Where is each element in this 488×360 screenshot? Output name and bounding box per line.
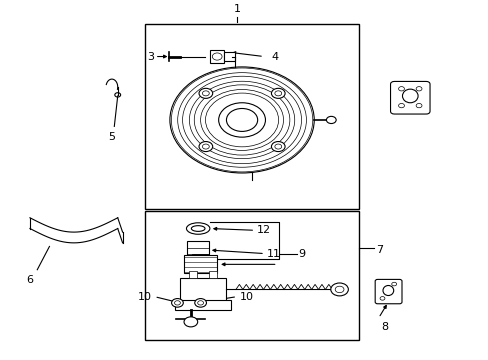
- Text: 7: 7: [375, 245, 383, 255]
- Circle shape: [199, 88, 212, 98]
- Text: 10: 10: [138, 292, 152, 302]
- Bar: [175, 300, 231, 310]
- Circle shape: [326, 116, 335, 123]
- Ellipse shape: [186, 223, 209, 234]
- Circle shape: [194, 298, 206, 307]
- Bar: [144, 211, 358, 339]
- Bar: [210, 50, 224, 63]
- FancyBboxPatch shape: [390, 81, 429, 114]
- Bar: [189, 271, 197, 278]
- Bar: [183, 255, 217, 273]
- Text: 4: 4: [271, 51, 278, 62]
- Text: 12: 12: [256, 225, 270, 235]
- Circle shape: [169, 67, 314, 173]
- Bar: [144, 24, 358, 209]
- Circle shape: [271, 88, 285, 98]
- Bar: [224, 52, 234, 61]
- Bar: [208, 271, 216, 278]
- Circle shape: [199, 141, 212, 152]
- Text: 11: 11: [266, 249, 280, 258]
- FancyBboxPatch shape: [374, 279, 401, 304]
- Bar: [187, 241, 208, 259]
- Circle shape: [183, 317, 197, 327]
- Circle shape: [271, 141, 285, 152]
- Text: 6: 6: [26, 275, 33, 285]
- Text: 10: 10: [239, 292, 253, 302]
- Text: 1: 1: [233, 4, 240, 14]
- Text: 2: 2: [413, 86, 420, 96]
- Circle shape: [218, 103, 265, 137]
- Text: 5: 5: [108, 132, 115, 142]
- Text: 9: 9: [298, 249, 305, 258]
- Text: 3: 3: [147, 51, 154, 62]
- Text: 8: 8: [380, 322, 387, 332]
- Bar: [180, 278, 226, 301]
- Circle shape: [330, 283, 347, 296]
- Circle shape: [171, 298, 183, 307]
